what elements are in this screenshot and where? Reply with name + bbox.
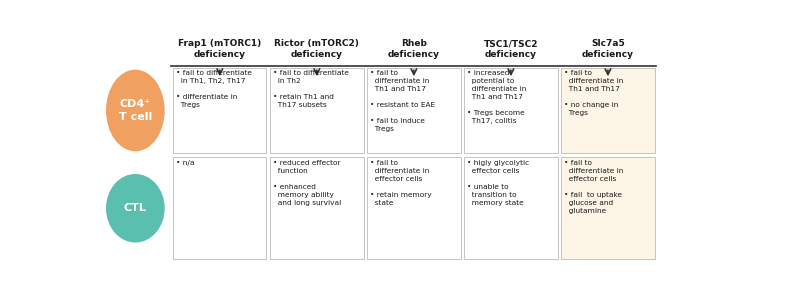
FancyBboxPatch shape: [367, 157, 461, 259]
Text: • fail to
  differentiate in
  effector cells

• retain memory
  state: • fail to differentiate in effector cell…: [370, 160, 432, 206]
FancyBboxPatch shape: [173, 68, 266, 153]
Text: Rictor (mTORC2)
deficiency: Rictor (mTORC2) deficiency: [274, 39, 359, 59]
Text: CTL: CTL: [124, 203, 146, 213]
Text: • higly glycolytic
  effector cells

• unable to
  transition to
  memory state: • higly glycolytic effector cells • unab…: [467, 160, 530, 206]
Text: TSC1/TSC2
deficiency: TSC1/TSC2 deficiency: [484, 39, 538, 59]
FancyBboxPatch shape: [562, 68, 654, 153]
Text: • increased
  potential to
  differentiate in
  Th1 and Th17

• Tregs become
  T: • increased potential to differentiate i…: [467, 70, 526, 125]
Ellipse shape: [105, 173, 166, 244]
FancyBboxPatch shape: [464, 68, 558, 153]
Text: • reduced effector
  function

• enhanced
  memory ability
  and long survival: • reduced effector function • enhanced m…: [274, 160, 342, 206]
FancyBboxPatch shape: [367, 68, 461, 153]
Text: CD4⁺
T cell: CD4⁺ T cell: [118, 99, 152, 122]
FancyBboxPatch shape: [270, 157, 363, 259]
Ellipse shape: [105, 69, 166, 152]
Text: • fail to
  differentiate in
  effector cells

• fail  to uptake
  glucose and
 : • fail to differentiate in effector cell…: [564, 160, 624, 214]
FancyBboxPatch shape: [562, 157, 654, 259]
Text: Frap1 (mTORC1)
deficiency: Frap1 (mTORC1) deficiency: [178, 39, 262, 59]
Text: • fail to
  differentiate in
  Th1 and Th17

• resistant to EAE

• fail to induc: • fail to differentiate in Th1 and Th17 …: [370, 70, 435, 132]
FancyBboxPatch shape: [270, 68, 363, 153]
Text: • n/a: • n/a: [176, 160, 194, 166]
Text: Slc7a5
deficiency: Slc7a5 deficiency: [582, 39, 634, 59]
FancyBboxPatch shape: [173, 157, 266, 259]
Text: • fail to differentiate
  in Th2

• retain Th1 and
  Th17 subsets: • fail to differentiate in Th2 • retain …: [274, 70, 349, 108]
Text: • fail to differentiate
  in Th1, Th2, Th17

• differentiate in
  Tregs: • fail to differentiate in Th1, Th2, Th1…: [176, 70, 252, 108]
FancyBboxPatch shape: [464, 157, 558, 259]
Text: • fail to
  differentiate in
  Th1 and Th17

• no change in
  Tregs: • fail to differentiate in Th1 and Th17 …: [564, 70, 624, 116]
Text: Rheb
deficiency: Rheb deficiency: [388, 39, 440, 59]
